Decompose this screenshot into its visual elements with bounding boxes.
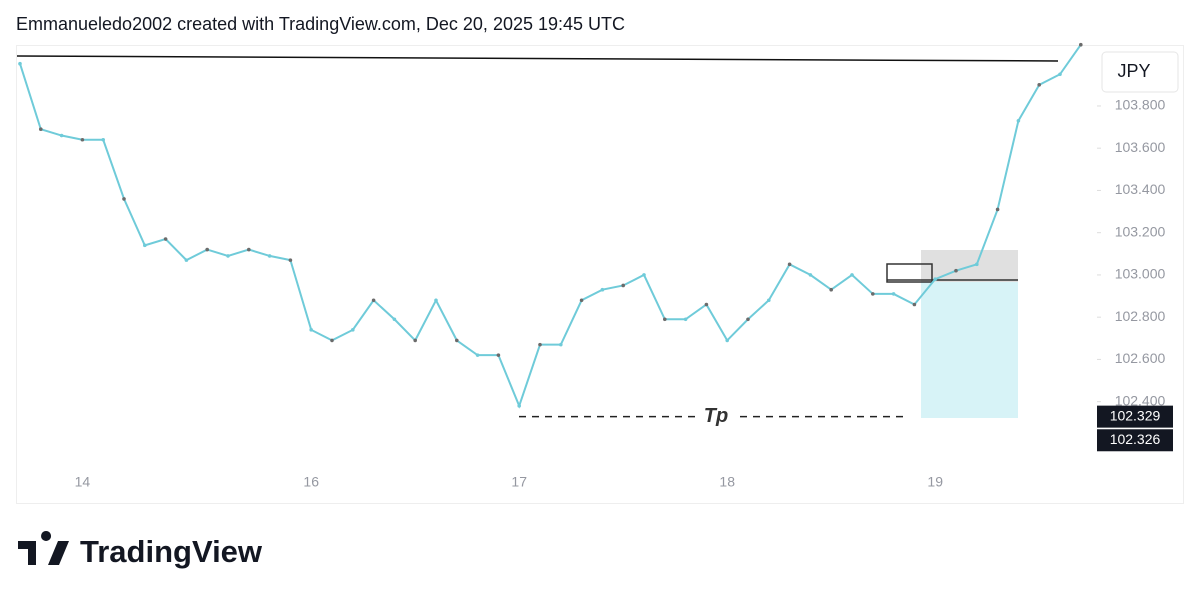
price-point <box>663 317 667 322</box>
price-point <box>330 338 334 343</box>
price-tag-label: 102.326 <box>1110 431 1161 447</box>
price-point <box>226 254 230 258</box>
price-point <box>995 207 1000 212</box>
price-point <box>288 258 293 262</box>
price-point <box>351 328 355 332</box>
price-point <box>267 254 272 258</box>
y-tick-label: 103.600 <box>1115 139 1166 155</box>
price-point <box>933 277 937 281</box>
tp-label-bg <box>700 404 734 429</box>
price-point <box>787 262 792 267</box>
header: Emmanueledo2002 created with TradingView… <box>16 14 625 34</box>
price-point <box>1037 83 1041 87</box>
price-point <box>392 317 397 322</box>
price-point <box>642 273 646 277</box>
price-point <box>39 127 43 131</box>
price-point <box>1016 118 1021 123</box>
price-point <box>538 342 542 347</box>
price-point <box>579 298 584 303</box>
price-point <box>517 404 521 408</box>
y-tick-label: 102.600 <box>1115 350 1166 366</box>
y-tick-label: 103.400 <box>1115 181 1166 197</box>
price-point <box>122 197 126 201</box>
price-point <box>746 317 750 322</box>
price-point <box>600 287 605 292</box>
logo-icon <box>18 531 69 565</box>
price-point <box>59 133 64 138</box>
price-point <box>371 298 376 303</box>
price-point <box>101 137 105 142</box>
price-point <box>621 283 625 288</box>
x-tick-label: 14 <box>75 474 91 490</box>
price-line <box>19 44 1082 409</box>
x-tick-label: 16 <box>303 474 319 490</box>
price-point <box>475 353 480 357</box>
price-tag <box>1097 429 1173 452</box>
price-point <box>1058 72 1062 77</box>
price-point <box>247 247 251 252</box>
price-point <box>309 328 314 332</box>
price-tag-label: 102.329 <box>1110 407 1161 423</box>
x-tick-label: 18 <box>719 474 735 490</box>
price-point <box>559 342 563 347</box>
price-point <box>1079 42 1083 47</box>
price-point <box>767 298 771 303</box>
price-point <box>808 273 813 277</box>
y-tick-label: 103.800 <box>1115 97 1166 113</box>
price-point <box>205 247 209 252</box>
price-point <box>455 338 459 343</box>
price-point <box>413 338 418 343</box>
currency-label: JPY <box>1117 61 1150 81</box>
price-point <box>975 262 979 267</box>
price-point <box>912 302 917 307</box>
price-point <box>184 258 189 262</box>
price-point <box>80 137 85 142</box>
price-point <box>683 317 688 322</box>
price-point <box>725 338 729 343</box>
price-point <box>704 302 709 307</box>
y-tick-label: 102.800 <box>1115 308 1166 324</box>
price-point <box>871 292 875 296</box>
y-tick-label: 102.400 <box>1115 392 1166 408</box>
y-tick-label: 103.200 <box>1115 223 1166 239</box>
price-point <box>954 268 958 273</box>
target-zone <box>921 282 1018 418</box>
price-point <box>829 287 833 292</box>
order-block <box>886 263 933 283</box>
price-point <box>163 237 168 241</box>
y-tick-label: 103.000 <box>1115 266 1166 282</box>
price-point <box>891 292 896 296</box>
brand: TradingView <box>80 534 263 569</box>
x-tick-label: 19 <box>927 474 943 490</box>
resistance-line <box>16 55 1059 62</box>
logo: TradingView <box>18 531 263 569</box>
price-point <box>850 273 854 277</box>
currency-box <box>1101 51 1179 93</box>
price-point <box>496 353 501 357</box>
tp-label: Tp <box>704 405 728 427</box>
price-point <box>434 298 438 303</box>
x-tick-label: 17 <box>511 474 527 490</box>
price-point <box>143 243 147 248</box>
price-tag <box>1097 405 1173 428</box>
price-point <box>18 61 22 66</box>
